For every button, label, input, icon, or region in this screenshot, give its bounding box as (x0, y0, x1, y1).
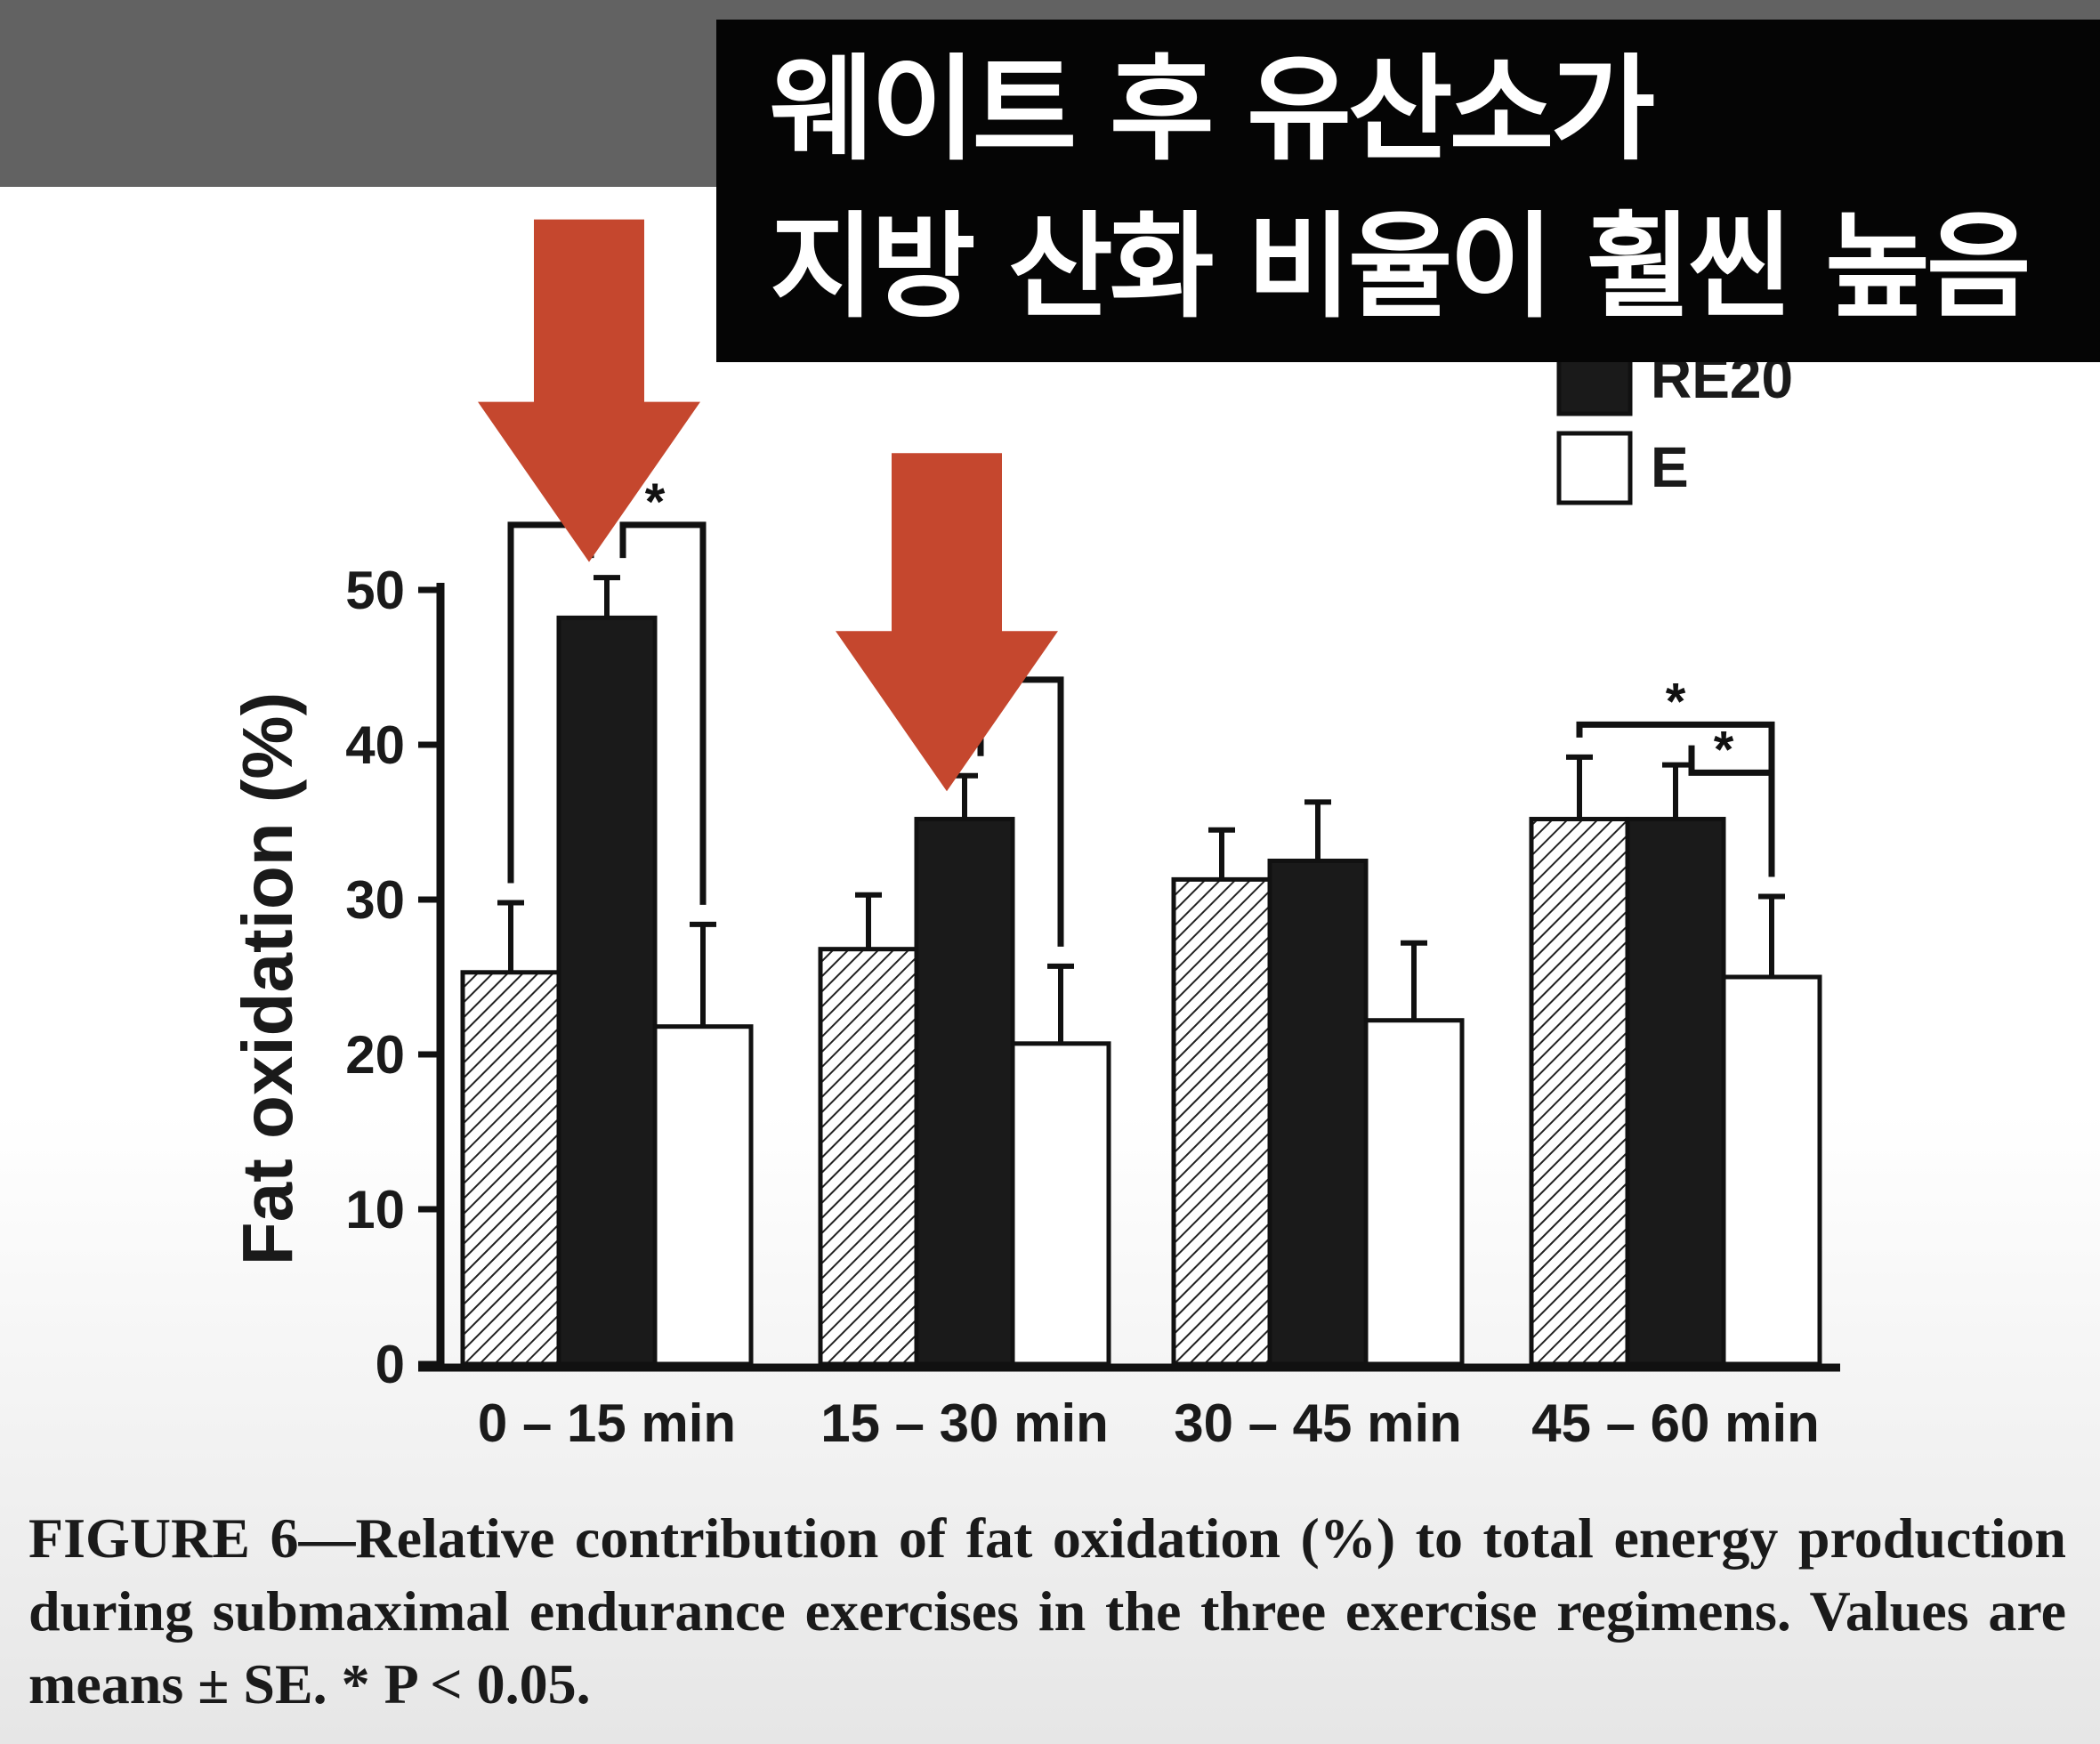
bar-hatched-3 (1529, 817, 1630, 1367)
bar-white-1 (1010, 1041, 1111, 1367)
banner-line-1: 웨이트 후 유산소가 (770, 44, 1655, 176)
significance-star: * (645, 473, 666, 531)
bar-black-2 (1267, 859, 1369, 1367)
y-tick-label: 0 (376, 1335, 405, 1394)
x-tick-label: 45 – 60 min (1531, 1393, 1820, 1453)
y-tick-label: 30 (345, 870, 405, 930)
korean-subtitle-banner: 웨이트 후 유산소가 지방 산화 비율이 훨씬 높음 (716, 20, 2100, 362)
y-tick-label: 50 (345, 561, 405, 620)
x-tick-label: 30 – 45 min (1174, 1393, 1462, 1453)
bar-black-3 (1625, 817, 1726, 1367)
red-highlight-arrow (836, 453, 1058, 792)
x-tick-label: 15 – 30 min (820, 1393, 1109, 1453)
legend-label: E (1651, 435, 1689, 499)
significance-star: * (1666, 673, 1686, 731)
bar-hatched-1 (818, 947, 919, 1367)
figure-caption: FIGURE 6—Relative contribution of fat ox… (28, 1506, 2066, 1716)
significance-bracket (619, 521, 707, 905)
legend-swatch-white (1556, 431, 1633, 505)
x-tick-label: 0 – 15 min (478, 1393, 736, 1453)
bar-white-3 (1721, 974, 1822, 1367)
y-tick-label: 20 (345, 1025, 405, 1085)
red-highlight-arrow (478, 219, 700, 562)
bar-hatched-2 (1171, 876, 1272, 1367)
significance-bracket (1688, 745, 1775, 877)
bar-white-0 (652, 1024, 754, 1367)
bar-white-2 (1363, 1018, 1465, 1367)
y-tick-label: 40 (345, 715, 405, 775)
bar-black-1 (914, 817, 1015, 1367)
bar-black-0 (556, 615, 658, 1367)
y-tick-label: 10 (345, 1180, 405, 1239)
y-axis-label: Fat oxidation (%) (228, 692, 307, 1265)
banner-line-2: 지방 산화 비율이 훨씬 높음 (770, 201, 2031, 334)
bar-hatched-0 (460, 970, 561, 1367)
significance-star: * (1714, 721, 1734, 779)
